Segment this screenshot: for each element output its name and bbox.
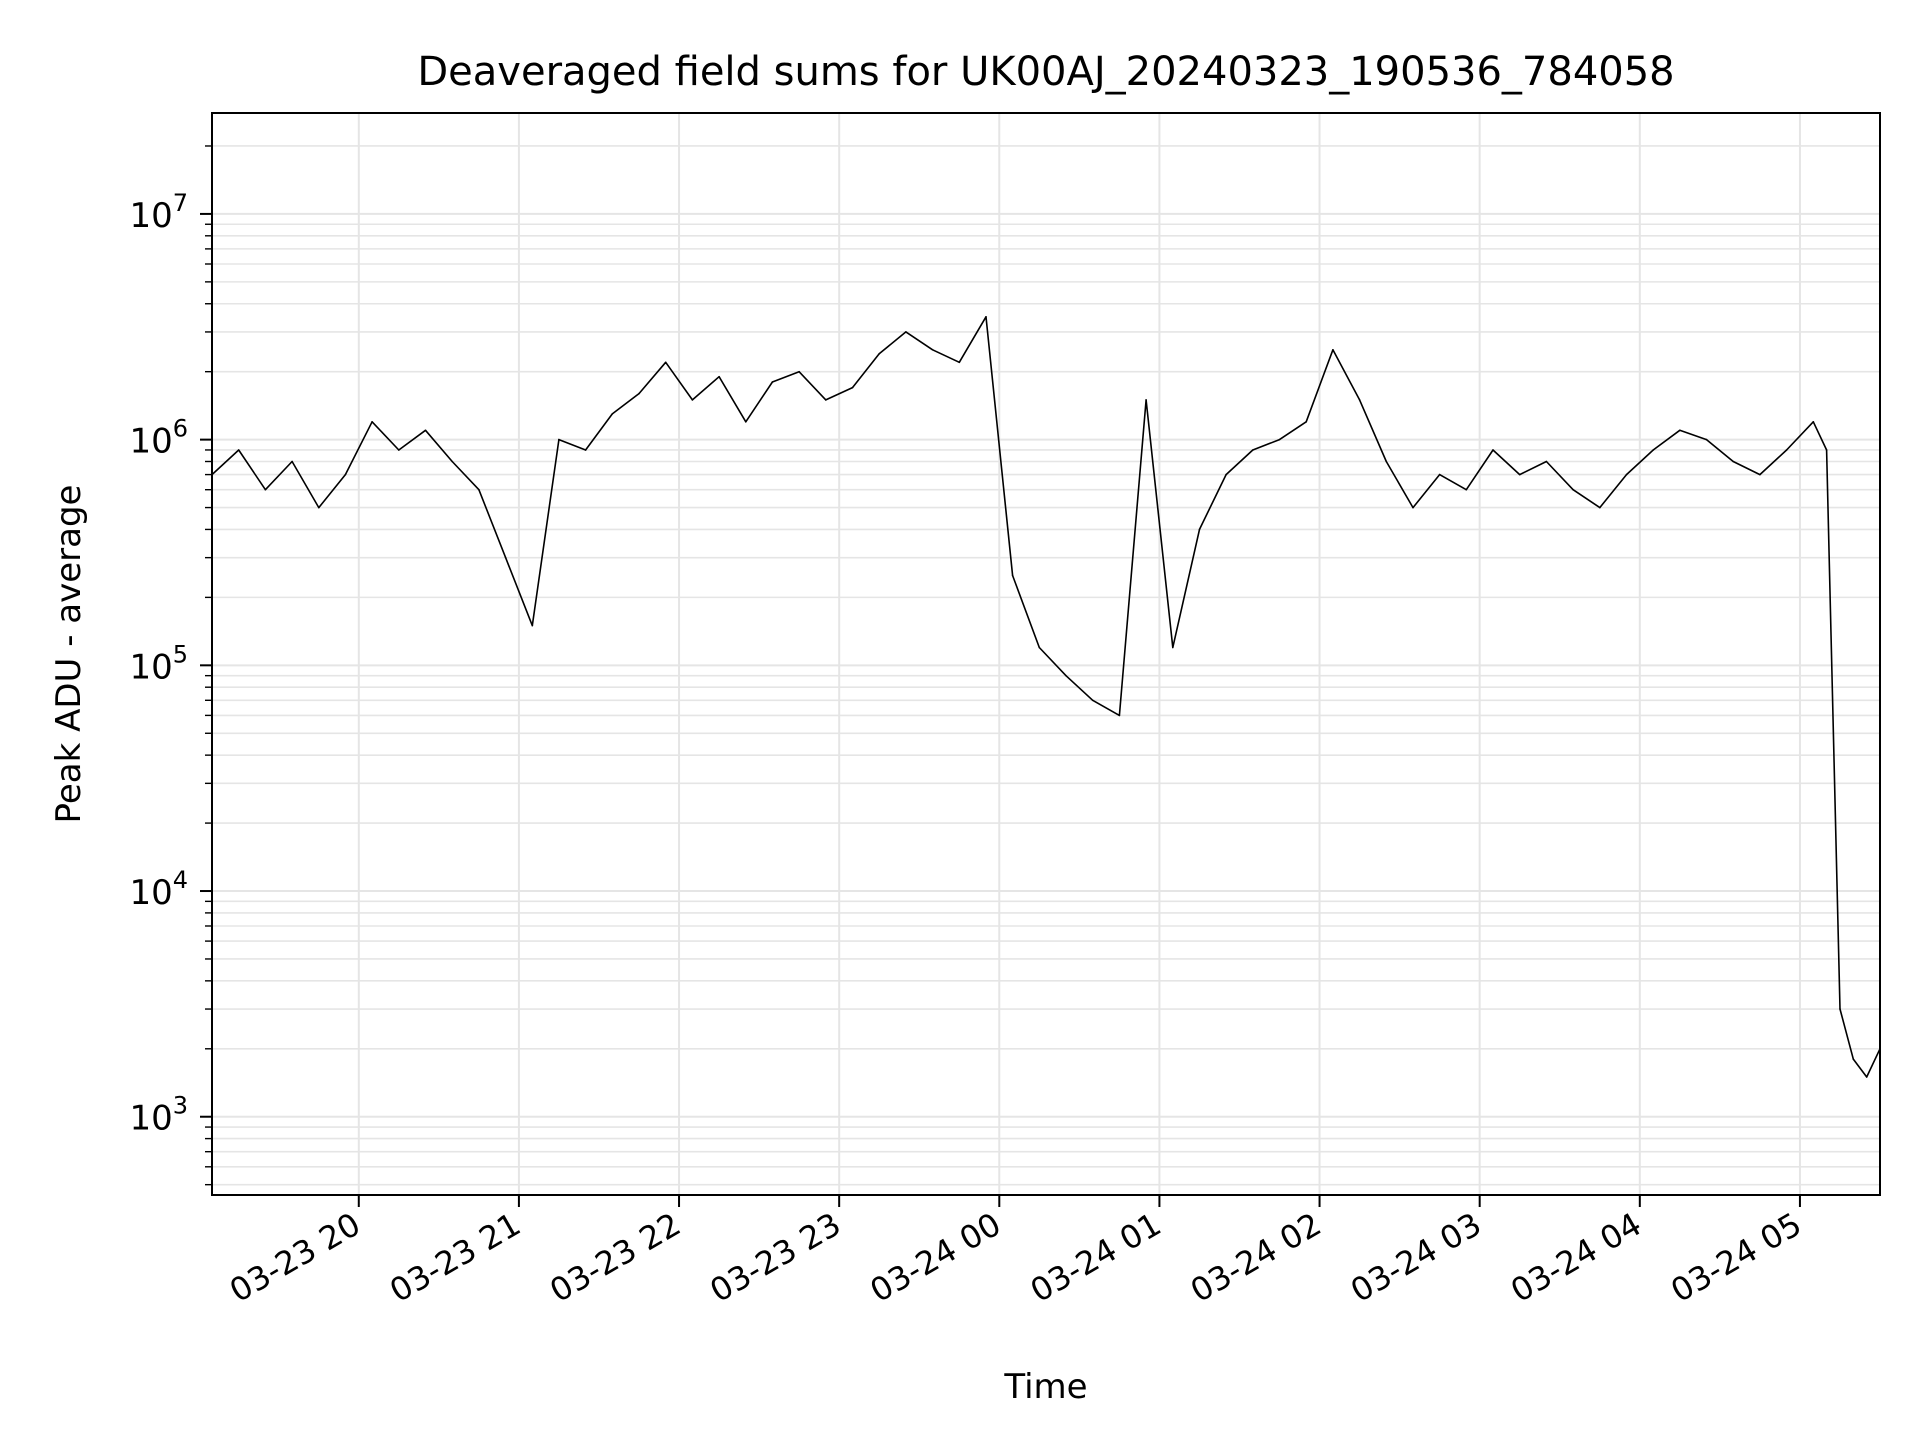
data-point	[638, 392, 640, 395]
data-point	[1839, 1008, 1841, 1010]
data-point	[1812, 421, 1815, 423]
data-point	[985, 316, 987, 318]
data-point	[691, 399, 694, 401]
data-point	[478, 488, 480, 491]
data-point	[1278, 438, 1281, 441]
data-point	[1225, 473, 1227, 476]
data-point	[798, 370, 800, 373]
data-point	[1545, 460, 1548, 463]
data-point	[1252, 449, 1254, 451]
data-point	[611, 413, 614, 415]
series-layer	[211, 315, 1881, 1078]
x-tick-label: 03-24 00	[864, 1205, 1008, 1310]
data-point	[1358, 399, 1361, 401]
data-point	[1091, 699, 1094, 702]
data-point	[1705, 438, 1708, 441]
plot-frame	[211, 112, 1881, 1196]
data-point	[1732, 460, 1734, 463]
data-point	[318, 506, 320, 509]
y-tick-label: 103	[129, 1092, 188, 1139]
data-point	[851, 386, 854, 389]
data-point	[1385, 460, 1388, 463]
x-tick-label: 03-24 05	[1664, 1205, 1808, 1310]
data-point	[1412, 506, 1414, 509]
data-point	[1118, 714, 1121, 717]
x-tick-label: 03-24 02	[1184, 1205, 1328, 1310]
data-point	[558, 438, 560, 441]
data-point	[664, 361, 667, 364]
data-point	[1625, 473, 1628, 476]
y-tick-label: 104	[129, 866, 188, 913]
data-point	[1572, 488, 1574, 491]
data-point	[1785, 449, 1788, 451]
data-point	[1172, 646, 1174, 649]
data-point	[1652, 449, 1654, 451]
x-tick-label: 03-24 03	[1344, 1205, 1488, 1310]
x-axis: 03-23 20 03-23 21 03-23 22 03-23 23 03-24 00…	[223, 1195, 1808, 1310]
x-tick-label: 03-24 04	[1504, 1205, 1648, 1310]
data-point	[825, 399, 827, 401]
data-point	[1852, 1058, 1855, 1060]
data-point	[398, 449, 400, 451]
data-point	[931, 349, 934, 351]
data-point	[237, 449, 240, 451]
chart-title: Deaveraged field sums for UK00AJ_2024032…	[417, 49, 1674, 95]
data-point	[771, 381, 774, 383]
data-point	[264, 488, 267, 491]
data-point	[1065, 674, 1067, 677]
data-point	[1305, 421, 1307, 423]
data-point	[1599, 506, 1601, 509]
data-point	[504, 556, 507, 559]
data-point	[878, 353, 880, 355]
data-point	[1825, 449, 1828, 451]
data-point	[424, 429, 427, 432]
data-point	[1679, 429, 1681, 432]
x-tick-label: 03-23 23	[704, 1205, 848, 1310]
data-point	[1011, 574, 1014, 577]
data-point	[451, 460, 454, 463]
data-point	[1038, 646, 1041, 649]
data-point	[905, 331, 907, 333]
series-line	[211, 315, 1881, 1078]
data-point	[1518, 473, 1521, 476]
data-point	[371, 421, 373, 423]
x-tick-label: 03-24 01	[1024, 1205, 1168, 1310]
y-tick-label: 106	[129, 415, 188, 462]
data-point	[291, 460, 293, 463]
data-point	[958, 361, 961, 364]
x-tick-label: 03-23 21	[383, 1205, 527, 1310]
data-point	[1198, 528, 1201, 531]
data-point	[745, 421, 747, 423]
data-point	[1332, 349, 1334, 351]
y-axis: 103 104 105 106 107	[129, 145, 212, 1186]
data-point	[1145, 399, 1147, 401]
data-point	[584, 449, 587, 451]
data-point	[1438, 473, 1441, 476]
data-point	[1759, 473, 1761, 476]
y-axis-label: Peak ADU - average	[49, 485, 89, 824]
data-point	[344, 473, 347, 476]
data-point	[718, 375, 720, 378]
data-point	[1492, 449, 1494, 451]
x-tick-label: 03-23 20	[223, 1205, 367, 1310]
y-tick-label: 107	[129, 189, 188, 236]
grid	[212, 113, 1880, 1195]
data-point	[531, 624, 534, 627]
x-tick-label: 03-23 22	[543, 1205, 687, 1310]
data-point	[1865, 1076, 1868, 1078]
y-tick-label: 105	[129, 640, 188, 687]
data-point	[1465, 488, 1468, 491]
x-axis-label: Time	[1003, 1367, 1087, 1407]
